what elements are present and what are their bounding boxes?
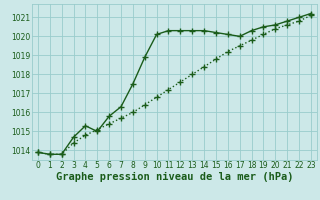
X-axis label: Graphe pression niveau de la mer (hPa): Graphe pression niveau de la mer (hPa) <box>56 172 293 182</box>
